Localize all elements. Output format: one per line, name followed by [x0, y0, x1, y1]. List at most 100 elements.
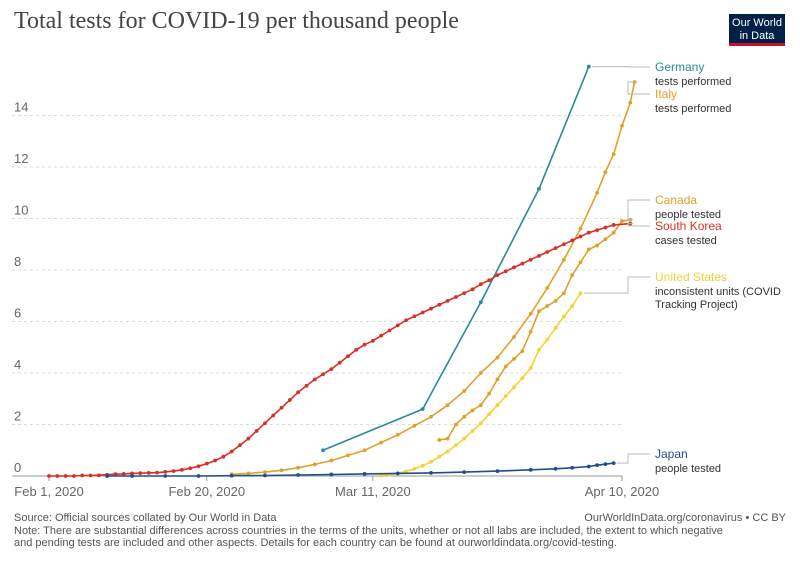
- y-tick-label: 14: [14, 100, 28, 115]
- data-point: [512, 385, 516, 390]
- data-point: [229, 449, 234, 454]
- data-point: [570, 465, 575, 470]
- data-point: [55, 474, 60, 478]
- data-point: [545, 286, 550, 290]
- legend-sublabel: people tested: [655, 463, 721, 475]
- data-point: [80, 473, 85, 478]
- y-tick-label: 8: [14, 254, 21, 269]
- data-point: [454, 422, 458, 427]
- credit-link[interactable]: OurWorldInData.org/coronavirus • CC BY: [584, 512, 786, 524]
- data-point: [454, 443, 458, 447]
- data-point: [412, 314, 417, 319]
- data-point: [321, 448, 325, 453]
- data-point: [370, 338, 375, 343]
- data-point: [238, 443, 242, 447]
- data-point: [520, 349, 525, 354]
- data-point: [611, 230, 616, 235]
- data-point: [346, 453, 350, 458]
- data-point: [528, 467, 533, 472]
- legend-name: United States: [655, 270, 727, 284]
- data-point: [329, 367, 334, 372]
- data-point: [628, 100, 633, 105]
- data-point: [503, 394, 508, 399]
- data-point: [553, 299, 558, 303]
- data-point: [437, 302, 442, 307]
- data-point: [512, 265, 516, 270]
- data-point: [379, 333, 384, 338]
- data-point: [595, 190, 599, 195]
- data-point: [404, 318, 408, 323]
- data-point: [246, 436, 251, 441]
- data-point: [595, 228, 599, 232]
- data-point: [387, 328, 392, 333]
- data-point: [246, 471, 251, 476]
- data-point: [503, 364, 508, 369]
- x-tick-label: Mar 11, 2020: [335, 484, 411, 499]
- data-point: [603, 237, 608, 242]
- data-point: [163, 469, 168, 474]
- data-point: [462, 470, 467, 475]
- data-point: [263, 421, 267, 426]
- data-point: [420, 310, 425, 315]
- data-point: [163, 474, 168, 478]
- data-point: [595, 463, 599, 468]
- data-point: [420, 463, 425, 468]
- data-point: [495, 469, 500, 474]
- data-point: [130, 474, 134, 478]
- data-point: [528, 311, 533, 316]
- data-point: [287, 398, 292, 402]
- y-tick-label: 4: [14, 357, 21, 372]
- data-point: [321, 372, 325, 377]
- chart-title: Total tests for COVID-19 per thousand pe…: [14, 8, 459, 34]
- data-point: [437, 438, 442, 442]
- data-point: [88, 473, 93, 478]
- data-point: [171, 469, 176, 474]
- data-point: [553, 326, 558, 330]
- data-point: [329, 458, 334, 463]
- series-line: [49, 222, 631, 477]
- data-point: [395, 432, 400, 437]
- data-point: [304, 383, 309, 388]
- legend-connector: [627, 81, 650, 95]
- data-point: [478, 421, 483, 426]
- data-point: [445, 449, 450, 454]
- data-point: [586, 247, 591, 252]
- data-point: [196, 464, 201, 469]
- data-point: [620, 123, 624, 128]
- data-point: [495, 377, 500, 382]
- data-point: [478, 403, 483, 408]
- series-line: [381, 292, 582, 477]
- data-point: [611, 152, 616, 157]
- line-chart: 0 2 4 6 8 10 12 14 Feb 1, 2020 Feb 20, 2020 Mar 1…: [12, 60, 781, 499]
- data-point: [603, 170, 608, 175]
- data-point: [528, 365, 533, 370]
- data-point: [487, 412, 492, 417]
- data-point: [495, 355, 500, 360]
- data-point: [395, 323, 400, 328]
- series-line: [322, 66, 590, 452]
- y-tick-label: 6: [14, 306, 21, 321]
- logo-line1: Our World: [732, 17, 782, 29]
- data-point: [553, 246, 558, 251]
- data-point: [454, 295, 458, 299]
- x-tick-label: Feb 1, 2020: [14, 484, 83, 499]
- logo-line2: in Data: [739, 30, 775, 42]
- data-point: [520, 261, 525, 266]
- legend-name: Germany: [655, 60, 704, 74]
- data-point: [312, 377, 317, 382]
- data-point: [462, 291, 467, 296]
- data-point: [586, 64, 591, 69]
- data-point: [570, 238, 575, 243]
- data-point: [578, 260, 583, 265]
- data-point: [362, 342, 367, 347]
- data-point: [545, 250, 550, 254]
- data-point: [470, 408, 475, 413]
- owid-logo[interactable]: Our World in Data: [729, 14, 785, 46]
- source-text: Source: Official sources collated by Our…: [14, 512, 277, 524]
- data-point: [578, 234, 583, 239]
- data-point: [279, 468, 284, 473]
- series-layer: [47, 64, 637, 478]
- data-point: [279, 405, 284, 410]
- data-point: [603, 225, 608, 230]
